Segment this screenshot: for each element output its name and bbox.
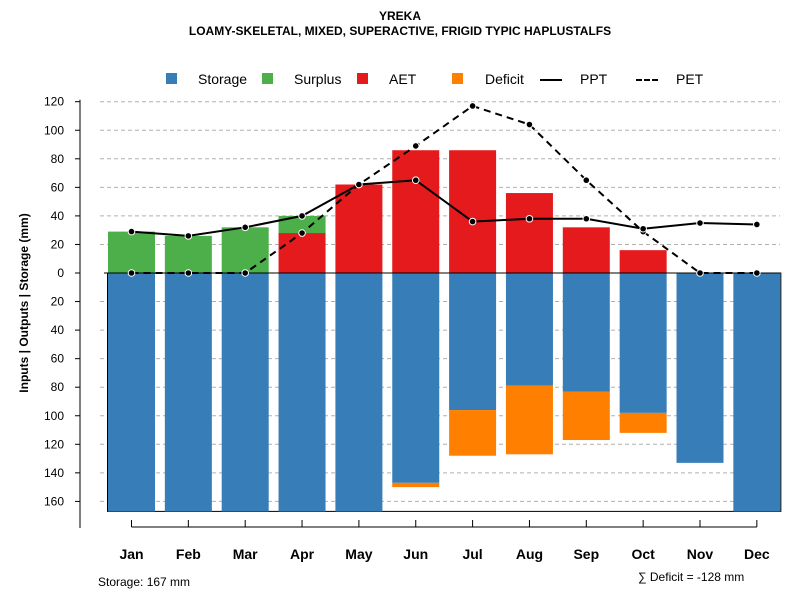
y-tick-label: 140 [44, 466, 64, 480]
bar-aet-may [335, 184, 383, 273]
pet-point-sep [582, 176, 591, 185]
bar-storage-aug [505, 273, 553, 386]
bar-aet-apr [278, 233, 326, 273]
pet-point-jul [468, 102, 477, 110]
bar-surplus-mar [221, 227, 269, 273]
x-tick-label-aug: Aug [516, 546, 543, 562]
bar-storage-oct [619, 273, 667, 413]
x-tick-label-apr: Apr [290, 546, 315, 562]
bar-deficit-sep [562, 391, 610, 441]
bar-aet-jun [392, 150, 440, 273]
pet-point-apr [298, 229, 306, 237]
y-tick-label: 60 [51, 352, 65, 366]
y-tick-label: 40 [51, 209, 65, 223]
ppt-line [131, 179, 757, 237]
bar-storage-jan [108, 273, 155, 512]
bar-storage-sep [562, 273, 610, 392]
ppt-point-mar [241, 223, 249, 232]
pet-point-feb [184, 269, 193, 277]
legend: Storage Surplus AET Deficit PPT PET [0, 70, 800, 90]
legend-aet-label: AET [389, 71, 417, 87]
x-tick-label-oct: Oct [631, 546, 655, 562]
y-tick-label: 100 [44, 409, 64, 423]
legend-storage-swatch [166, 73, 177, 84]
legend-ppt-line [540, 79, 562, 81]
bar-surplus-feb [164, 235, 212, 273]
y-tick-label: 20 [51, 295, 65, 309]
legend-pet-label: PET [676, 71, 704, 87]
legend-deficit-label: Deficit [485, 71, 524, 87]
ppt-point-aug [525, 214, 534, 223]
bar-surplus-apr [278, 215, 326, 234]
pet-line [131, 104, 757, 274]
legend-ppt-label: PPT [580, 71, 608, 87]
bar-storage-feb [164, 273, 212, 512]
bar-deficit-jul [449, 410, 497, 456]
ppt-point-jan [127, 227, 136, 236]
ppt-point-feb [184, 232, 193, 240]
legend-surplus-label: Surplus [294, 71, 342, 87]
pet-point-jun [411, 142, 420, 150]
bar-storage-mar [221, 273, 269, 512]
bar-aet-oct [619, 250, 667, 273]
pet-point-mar [241, 269, 249, 277]
legend-storage-label: Storage [198, 71, 248, 87]
chart-subtitle: LOAMY-SKELETAL, MIXED, SUPERACTIVE, FRIG… [188, 24, 612, 38]
y-tick-label: 120 [44, 95, 64, 109]
x-tick-label-may: May [345, 546, 372, 562]
y-axis-label: Inputs | Outputs | Storage (mm) [17, 213, 31, 392]
x-tick-label-feb: Feb [176, 546, 201, 562]
y-tick-label: 100 [44, 123, 64, 137]
legend-surplus-swatch [262, 73, 273, 84]
pet-point-dec [753, 269, 761, 277]
bar-storage-nov [676, 273, 724, 463]
legend-deficit-swatch [452, 73, 463, 84]
ppt-point-may [355, 180, 363, 189]
y-tick-label: 80 [51, 380, 65, 394]
deficit-sum-note: ∑ Deficit = -128 mm [638, 570, 745, 584]
y-tick-label: 40 [51, 323, 65, 337]
x-tick-label-jun: Jun [403, 546, 428, 562]
bar-storage-dec [733, 273, 781, 512]
x-tick-label-nov: Nov [687, 546, 714, 562]
bar-storage-jun [392, 273, 440, 483]
bar-deficit-aug [505, 385, 553, 455]
bar-deficit-oct [619, 412, 667, 433]
bar-surplus-jan [108, 231, 155, 273]
bar-aet-jul [449, 150, 497, 273]
x-tick-label-mar: Mar [233, 546, 258, 562]
x-tick-label-jan: Jan [119, 546, 143, 562]
ppt-point-oct [639, 224, 647, 233]
ppt-point-nov [696, 219, 704, 227]
x-tick-label-jul: Jul [462, 546, 482, 562]
x-tick-label-sep: Sep [573, 546, 599, 562]
y-tick-label: 120 [44, 437, 64, 451]
x-tick-label-dec: Dec [744, 546, 770, 562]
pet-point-nov [696, 269, 704, 277]
ppt-point-sep [582, 214, 591, 223]
chart-title: YREKA [378, 9, 421, 23]
y-tick-label: 0 [57, 266, 64, 280]
y-tick-label: 20 [51, 237, 65, 251]
ppt-point-apr [298, 212, 306, 220]
y-tick-label: 160 [44, 494, 64, 508]
pet-point-jan [127, 269, 136, 277]
bar-aet-sep [562, 227, 610, 273]
bar-storage-may [335, 273, 383, 512]
storage-note: Storage: 167 mm [98, 575, 191, 589]
legend-aet-swatch [357, 73, 368, 84]
bar-storage-apr [278, 273, 326, 512]
ppt-point-jun [411, 176, 420, 185]
ppt-point-dec [753, 220, 761, 229]
pet-point-aug [525, 120, 534, 129]
bar-aet-aug [505, 193, 553, 273]
bar-deficit-jun [392, 482, 440, 488]
ppt-point-jul [468, 217, 477, 226]
y-tick-label: 80 [51, 152, 65, 166]
bar-storage-jul [449, 273, 497, 411]
legend-pet-line [636, 79, 658, 81]
y-tick-label: 60 [51, 180, 65, 194]
